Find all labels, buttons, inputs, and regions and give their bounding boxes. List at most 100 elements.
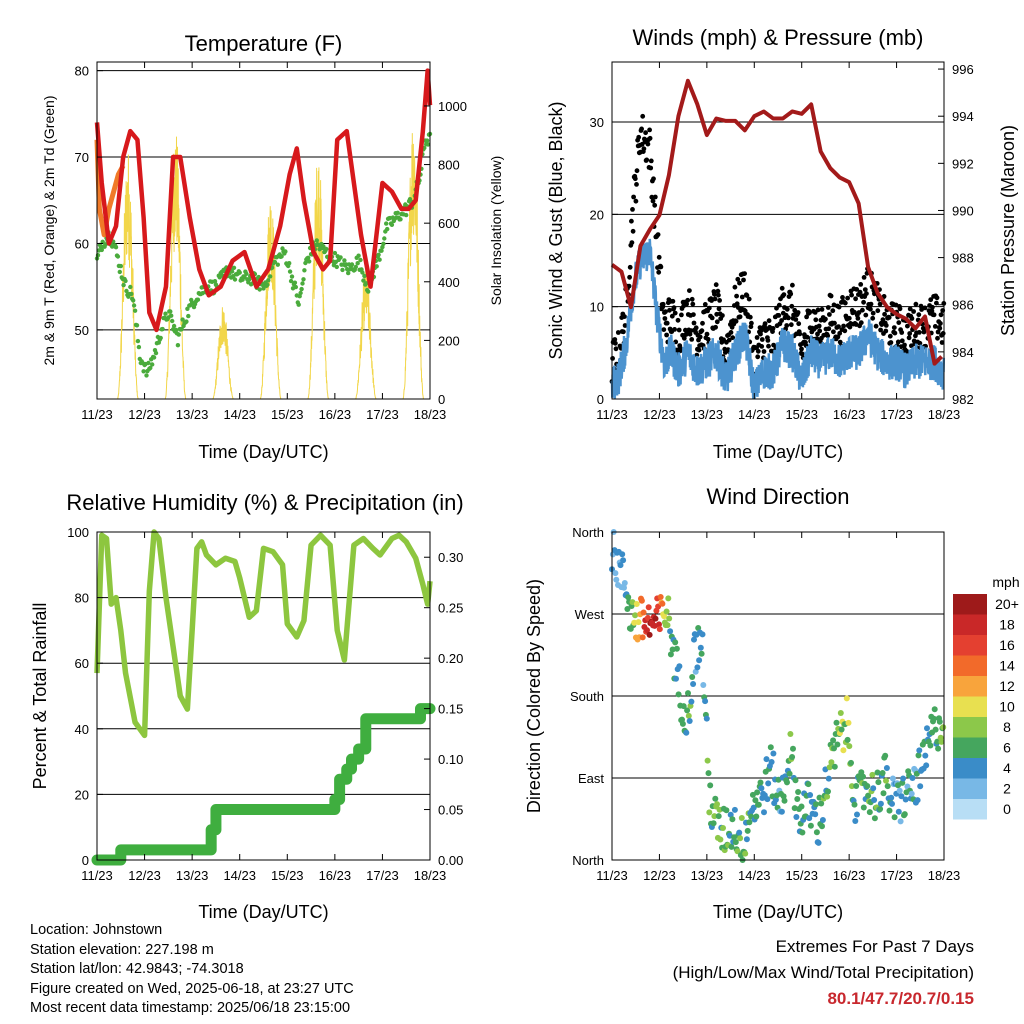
direction-point [786,770,793,777]
dewpoint-point [158,335,163,341]
direction-point [688,698,695,705]
direction-point [888,794,895,801]
direction-point [635,619,642,626]
gust-point [672,310,678,316]
dewpoint-point [424,138,430,143]
gust-point [854,287,860,292]
direction-point [837,710,844,716]
dewpoint-point [362,273,367,279]
y-right-tick-label: 990 [952,203,974,218]
gust-point [779,318,784,323]
direction-point [781,797,788,804]
direction-point [736,829,743,836]
gust-point [825,333,831,339]
direction-point [792,777,799,784]
gust-point [669,313,675,319]
direction-point [752,797,759,804]
gust-point [892,330,898,336]
gust-point [917,340,923,346]
direction-point [712,795,719,802]
gust-point [784,306,790,312]
x-tick-label: 12/23 [128,407,161,422]
y-right-tick-label: 986 [952,298,974,313]
direction-point [758,785,765,792]
direction-point [898,793,905,800]
y-tick-label: 0 [597,392,604,407]
dewpoint-point [356,253,361,258]
direction-point [673,675,679,682]
y-right-tick-label: 982 [952,392,974,407]
y-tick-label: 40 [75,722,89,737]
dewpoint-point [237,270,242,275]
gust-point [647,135,653,141]
dewpoint-point [129,291,134,297]
direction-point [742,850,749,857]
direction-point [746,819,753,826]
direction-point [778,808,785,815]
gust-point [870,310,876,316]
gust-point [629,240,635,246]
gust-point [717,298,722,303]
gust-point [658,264,664,270]
dewpoint-point [398,217,403,222]
dewpoint-point [123,278,128,284]
direction-point [853,783,860,789]
direction-point [848,783,855,790]
dewpoint-point [283,249,288,254]
direction-point [768,759,775,765]
gust-point [916,330,922,335]
gust-point [766,343,771,349]
colorbar-label: 16 [999,637,1015,653]
gust-point [759,337,765,342]
dewpoint-point [289,274,295,279]
gust-point [699,328,705,334]
y-right-tick-label: 0.30 [438,550,463,565]
gust-point [902,342,907,348]
gust-point [858,282,864,287]
gust-point [661,327,667,332]
direction-point [877,806,884,812]
direction-point [691,636,697,643]
colorbar-label: 12 [999,678,1015,694]
x-tick-label: 15/23 [271,407,304,422]
direction-point [704,757,711,764]
x-tick-label: 17/23 [366,407,399,422]
direction-point [664,622,671,629]
x-tick-label: 14/23 [738,407,771,422]
gust-point [672,327,677,332]
gust-point [905,323,910,329]
gust-point [807,310,812,316]
colorbar-label: 8 [1003,719,1011,735]
gust-point [705,336,711,342]
gust-point [684,301,689,307]
direction-point [869,771,876,778]
dewpoint-point [148,365,153,371]
direction-point [679,720,686,727]
gust-point [739,294,745,300]
direction-series [609,529,947,863]
direction-point [644,614,651,621]
gust-point [928,297,934,303]
gust-point [732,284,738,290]
direction-point [672,639,679,646]
dewpoint-point [287,269,293,274]
direction-point [714,801,720,808]
direction-point [689,674,696,680]
direction-point [909,775,916,781]
x-tick-label: 18/23 [414,407,447,422]
gust-point [804,334,810,340]
dewpoint-point [307,259,312,264]
direction-point [731,806,738,813]
gust-point [868,301,874,307]
direction-point [891,814,898,821]
y-tick-label: 80 [75,64,89,79]
direction-point [902,796,909,803]
gust-point [726,337,732,343]
direction-point [845,719,852,726]
dewpoint-point [151,355,157,360]
direction-point [684,707,691,714]
gust-point [690,301,696,307]
direction-point [917,783,924,790]
x-tick-label: 17/23 [366,868,399,883]
direction-point [763,756,770,763]
